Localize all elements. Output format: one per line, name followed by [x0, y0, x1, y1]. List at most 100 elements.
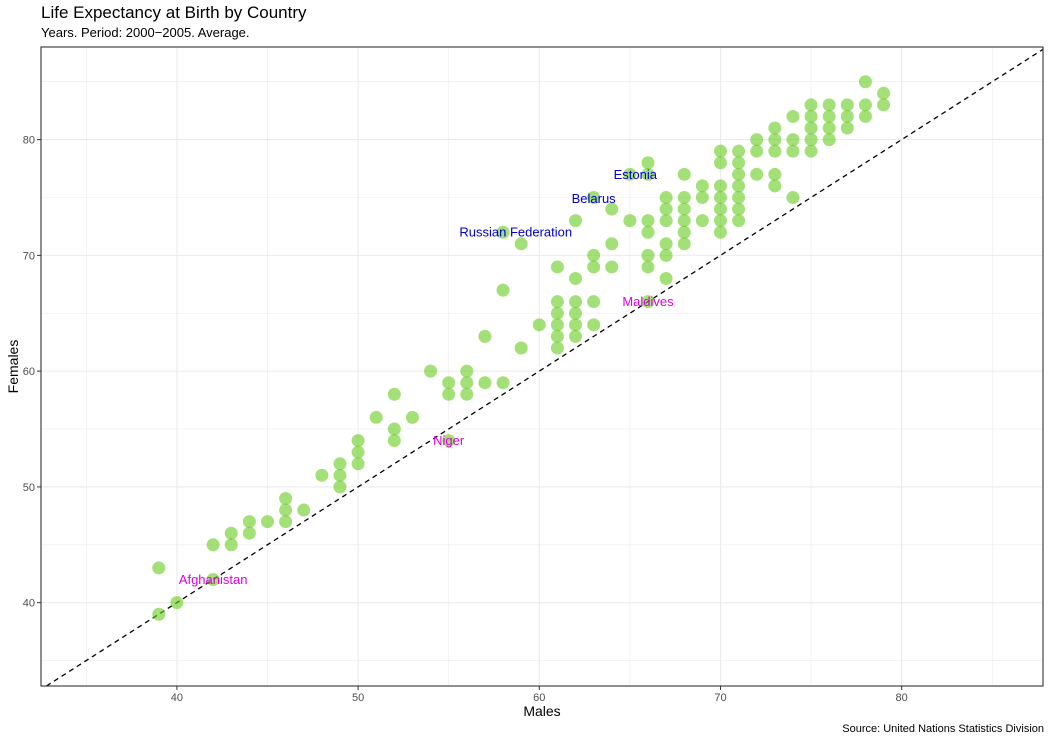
data-point [768, 179, 782, 193]
data-point [713, 225, 727, 239]
data-point [641, 260, 655, 274]
data-point [713, 179, 727, 193]
data-point [804, 144, 818, 158]
data-point [387, 422, 401, 436]
data-point [858, 109, 872, 123]
data-point [587, 318, 601, 332]
data-point [369, 410, 383, 424]
y-tick-label: 70 [23, 250, 35, 262]
data-point [732, 167, 746, 181]
data-point [478, 329, 492, 343]
x-tick-label: 40 [171, 692, 183, 704]
data-point [713, 144, 727, 158]
data-point [840, 98, 854, 112]
data-point [478, 376, 492, 390]
x-tick-label: 80 [896, 692, 908, 704]
data-point [605, 260, 619, 274]
data-point [659, 190, 673, 204]
data-point [732, 202, 746, 216]
annotation-label: Afghanistan [179, 572, 248, 587]
data-point [822, 121, 836, 135]
data-point [804, 98, 818, 112]
data-point [333, 457, 347, 471]
chart-title: Life Expectancy at Birth by Country [41, 3, 307, 22]
x-tick-label: 70 [714, 692, 726, 704]
data-point [786, 144, 800, 158]
data-point [550, 260, 564, 274]
data-point [496, 376, 510, 390]
data-point [550, 306, 564, 320]
data-point [297, 503, 311, 517]
data-point [713, 156, 727, 170]
data-point [569, 272, 583, 286]
data-point [641, 248, 655, 262]
data-point [170, 596, 184, 610]
data-point [677, 214, 691, 228]
data-point [387, 434, 401, 448]
data-point [587, 295, 601, 309]
data-point [858, 98, 872, 112]
data-point [822, 98, 836, 112]
data-point [460, 364, 474, 378]
data-point [822, 109, 836, 123]
data-point [206, 538, 220, 552]
data-point [152, 561, 166, 575]
data-point [659, 272, 673, 286]
points [152, 75, 891, 621]
data-point [333, 480, 347, 494]
data-point [514, 237, 528, 251]
data-point [713, 190, 727, 204]
data-point [550, 341, 564, 355]
data-point [242, 526, 256, 540]
data-point [659, 248, 673, 262]
data-point [641, 214, 655, 228]
data-point [496, 225, 510, 239]
data-point [641, 156, 655, 170]
data-point [442, 376, 456, 390]
data-point [351, 434, 365, 448]
data-point [460, 387, 474, 401]
data-point [732, 179, 746, 193]
y-axis-ticks: 40 50 60 70 80 [23, 135, 41, 610]
data-point [550, 295, 564, 309]
data-point [858, 75, 872, 89]
data-point [677, 167, 691, 181]
data-point [605, 202, 619, 216]
data-point [424, 364, 438, 378]
y-tick-label: 80 [23, 135, 35, 147]
data-point [351, 445, 365, 459]
data-point [768, 144, 782, 158]
data-point [387, 387, 401, 401]
data-point [260, 515, 274, 529]
y-tick-label: 60 [23, 366, 35, 378]
y-axis-label: Females [5, 340, 21, 394]
annotation-label: Russian Federation [459, 225, 572, 240]
data-point [713, 214, 727, 228]
x-tick-label: 50 [352, 692, 364, 704]
data-point [405, 410, 419, 424]
data-point [550, 329, 564, 343]
data-point [569, 329, 583, 343]
annotations: Estonia Belarus Russian Federation Maldives… [179, 167, 674, 587]
data-point [677, 202, 691, 216]
data-point [877, 86, 891, 100]
data-point [768, 133, 782, 147]
data-point [587, 190, 601, 204]
data-point [677, 225, 691, 239]
annotation-label: Estonia [614, 167, 658, 182]
data-point [514, 341, 528, 355]
data-point [840, 109, 854, 123]
annotation-label: Niger [433, 433, 465, 448]
reference-line [46, 48, 1044, 687]
data-point [822, 133, 836, 147]
data-point [804, 109, 818, 123]
data-point [315, 468, 329, 482]
data-point [496, 283, 510, 297]
data-point [550, 318, 564, 332]
data-point [641, 295, 655, 309]
data-point [750, 133, 764, 147]
annotation-label: Belarus [572, 191, 617, 206]
data-point [442, 387, 456, 401]
grid [41, 47, 1043, 686]
